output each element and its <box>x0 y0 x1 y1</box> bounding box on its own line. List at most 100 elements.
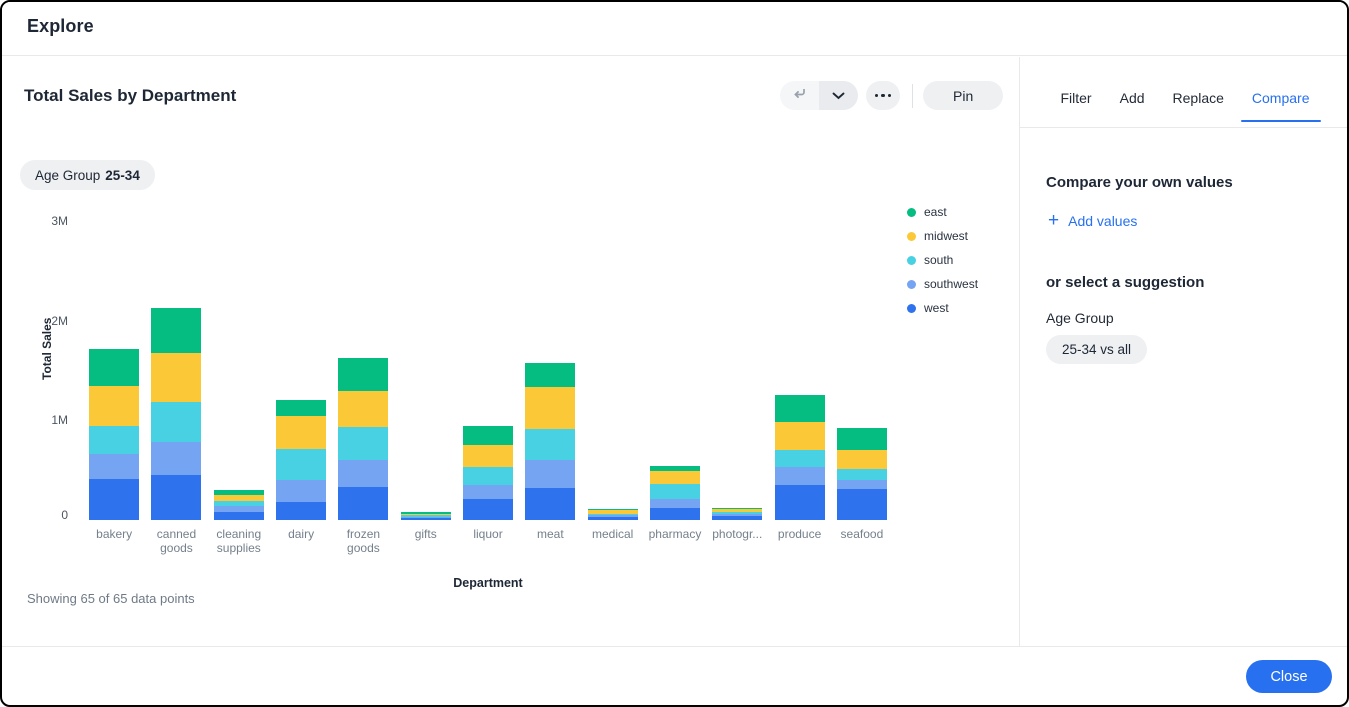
stacked-bar-liquor[interactable] <box>463 426 514 520</box>
bar-segment-west[interactable] <box>649 508 700 520</box>
bar-segment-midwest[interactable] <box>836 450 887 470</box>
bar-segment-southwest[interactable] <box>89 454 140 480</box>
bar-segment-south[interactable] <box>338 427 389 461</box>
bar-segment-south[interactable] <box>213 501 264 506</box>
stacked-bar-medical[interactable] <box>587 509 638 520</box>
bar-segment-southwest[interactable] <box>151 442 202 476</box>
bar-segment-east[interactable] <box>338 357 389 392</box>
bar-segment-east[interactable] <box>151 307 202 354</box>
bar-segment-midwest[interactable] <box>587 510 638 514</box>
bar-segment-south[interactable] <box>587 513 638 515</box>
bar-segment-southwest[interactable] <box>213 506 264 512</box>
bar-segment-east[interactable] <box>649 466 700 471</box>
bar-segment-southwest[interactable] <box>836 480 887 490</box>
bar-segment-east[interactable] <box>712 507 763 509</box>
undo-history-dropdown-button[interactable] <box>819 81 858 110</box>
bar-segment-south[interactable] <box>276 449 327 481</box>
stacked-bar-chart[interactable] <box>83 220 893 520</box>
tab-filter[interactable]: Filter <box>1060 90 1092 106</box>
bar-segment-west[interactable] <box>712 516 763 520</box>
legend-label: south <box>924 253 954 267</box>
bar-segment-south[interactable] <box>463 467 514 486</box>
bar-segment-south[interactable] <box>774 450 825 468</box>
bar-segment-southwest[interactable] <box>587 515 638 517</box>
bar-segment-south[interactable] <box>712 511 763 515</box>
stacked-bar-bakery[interactable] <box>89 348 140 520</box>
bar-segment-south[interactable] <box>525 429 576 461</box>
bar-segment-east[interactable] <box>587 509 638 510</box>
bar-segment-midwest[interactable] <box>712 508 763 512</box>
tab-add[interactable]: Add <box>1119 90 1145 106</box>
bar-segment-south[interactable] <box>649 484 700 499</box>
stacked-bar-pharmacy[interactable] <box>649 466 700 520</box>
bar-segment-east[interactable] <box>836 428 887 451</box>
bar-segment-east[interactable] <box>400 512 451 514</box>
stacked-bar-seafood[interactable] <box>836 428 887 520</box>
bar-segment-southwest[interactable] <box>400 516 451 518</box>
bar-segment-east[interactable] <box>774 394 825 423</box>
bar-segment-southwest[interactable] <box>463 485 514 500</box>
more-options-button[interactable] <box>866 81 900 110</box>
bar-segment-west[interactable] <box>338 487 389 520</box>
stacked-bar-photogr-[interactable] <box>712 507 763 520</box>
suggestion-chip[interactable]: 25-34 vs all <box>1046 335 1148 364</box>
bar-segment-southwest[interactable] <box>525 460 576 489</box>
legend-item-west[interactable]: west <box>907 301 978 315</box>
stacked-bar-produce[interactable] <box>774 394 825 520</box>
legend-dot-icon <box>907 231 916 241</box>
bar-segment-east[interactable] <box>463 426 514 446</box>
age-group-filter-chip[interactable]: Age Group 25-34 <box>20 160 155 190</box>
bar-segment-midwest[interactable] <box>400 513 451 515</box>
bar-segment-southwest[interactable] <box>774 467 825 486</box>
bar-segment-south[interactable] <box>400 515 451 517</box>
legend-item-east[interactable]: east <box>907 205 978 219</box>
tab-compare[interactable]: Compare <box>1240 90 1321 122</box>
bar-segment-east[interactable] <box>525 362 576 388</box>
bar-segment-west[interactable] <box>89 479 140 520</box>
bar-segment-southwest[interactable] <box>712 514 763 516</box>
bar-segment-west[interactable] <box>463 499 514 520</box>
bar-segment-southwest[interactable] <box>649 499 700 508</box>
legend-label: southwest <box>924 277 979 291</box>
stacked-bar-frozen-goods[interactable] <box>338 357 389 520</box>
bar-segment-southwest[interactable] <box>338 460 389 488</box>
bar-segment-west[interactable] <box>836 489 887 520</box>
tab-replace[interactable]: Replace <box>1172 90 1224 106</box>
stacked-bar-dairy[interactable] <box>276 400 327 520</box>
bar-segment-midwest[interactable] <box>338 391 389 428</box>
pin-button[interactable]: Pin <box>923 81 1004 110</box>
stacked-bar-meat[interactable] <box>525 362 576 520</box>
bar-segment-west[interactable] <box>525 488 576 520</box>
bar-segment-midwest[interactable] <box>649 471 700 484</box>
bar-segment-west[interactable] <box>151 475 202 520</box>
bar-segment-south[interactable] <box>836 469 887 481</box>
bar-segment-west[interactable] <box>587 517 638 520</box>
bar-segment-west[interactable] <box>400 518 451 520</box>
bar-segment-midwest[interactable] <box>151 353 202 403</box>
legend-item-midwest[interactable]: midwest <box>907 229 978 243</box>
bar-segment-midwest[interactable] <box>89 386 140 427</box>
bar-segment-midwest[interactable] <box>276 416 327 450</box>
bar-segment-east[interactable] <box>276 400 327 417</box>
bar-segment-midwest[interactable] <box>525 387 576 430</box>
bar-segment-west[interactable] <box>276 502 327 520</box>
stacked-bar-cleaning-supplies[interactable] <box>213 490 264 520</box>
undo-button[interactable] <box>780 81 819 110</box>
bar-segment-midwest[interactable] <box>463 445 514 468</box>
close-button[interactable]: Close <box>1246 660 1332 693</box>
x-axis-label: photogr... <box>712 527 763 541</box>
add-values-button[interactable]: + Add values <box>1048 211 1137 230</box>
bar-segment-west[interactable] <box>213 512 264 520</box>
legend-item-southwest[interactable]: southwest <box>907 277 978 291</box>
bar-segment-midwest[interactable] <box>213 495 264 501</box>
stacked-bar-canned-goods[interactable] <box>151 307 202 520</box>
bar-segment-west[interactable] <box>774 485 825 520</box>
legend-item-south[interactable]: south <box>907 253 978 267</box>
bar-segment-southwest[interactable] <box>276 480 327 503</box>
bar-segment-south[interactable] <box>151 402 202 443</box>
bar-segment-east[interactable] <box>213 490 264 495</box>
bar-segment-south[interactable] <box>89 426 140 455</box>
bar-segment-east[interactable] <box>89 348 140 387</box>
bar-segment-midwest[interactable] <box>774 422 825 451</box>
stacked-bar-gifts[interactable] <box>400 512 451 520</box>
